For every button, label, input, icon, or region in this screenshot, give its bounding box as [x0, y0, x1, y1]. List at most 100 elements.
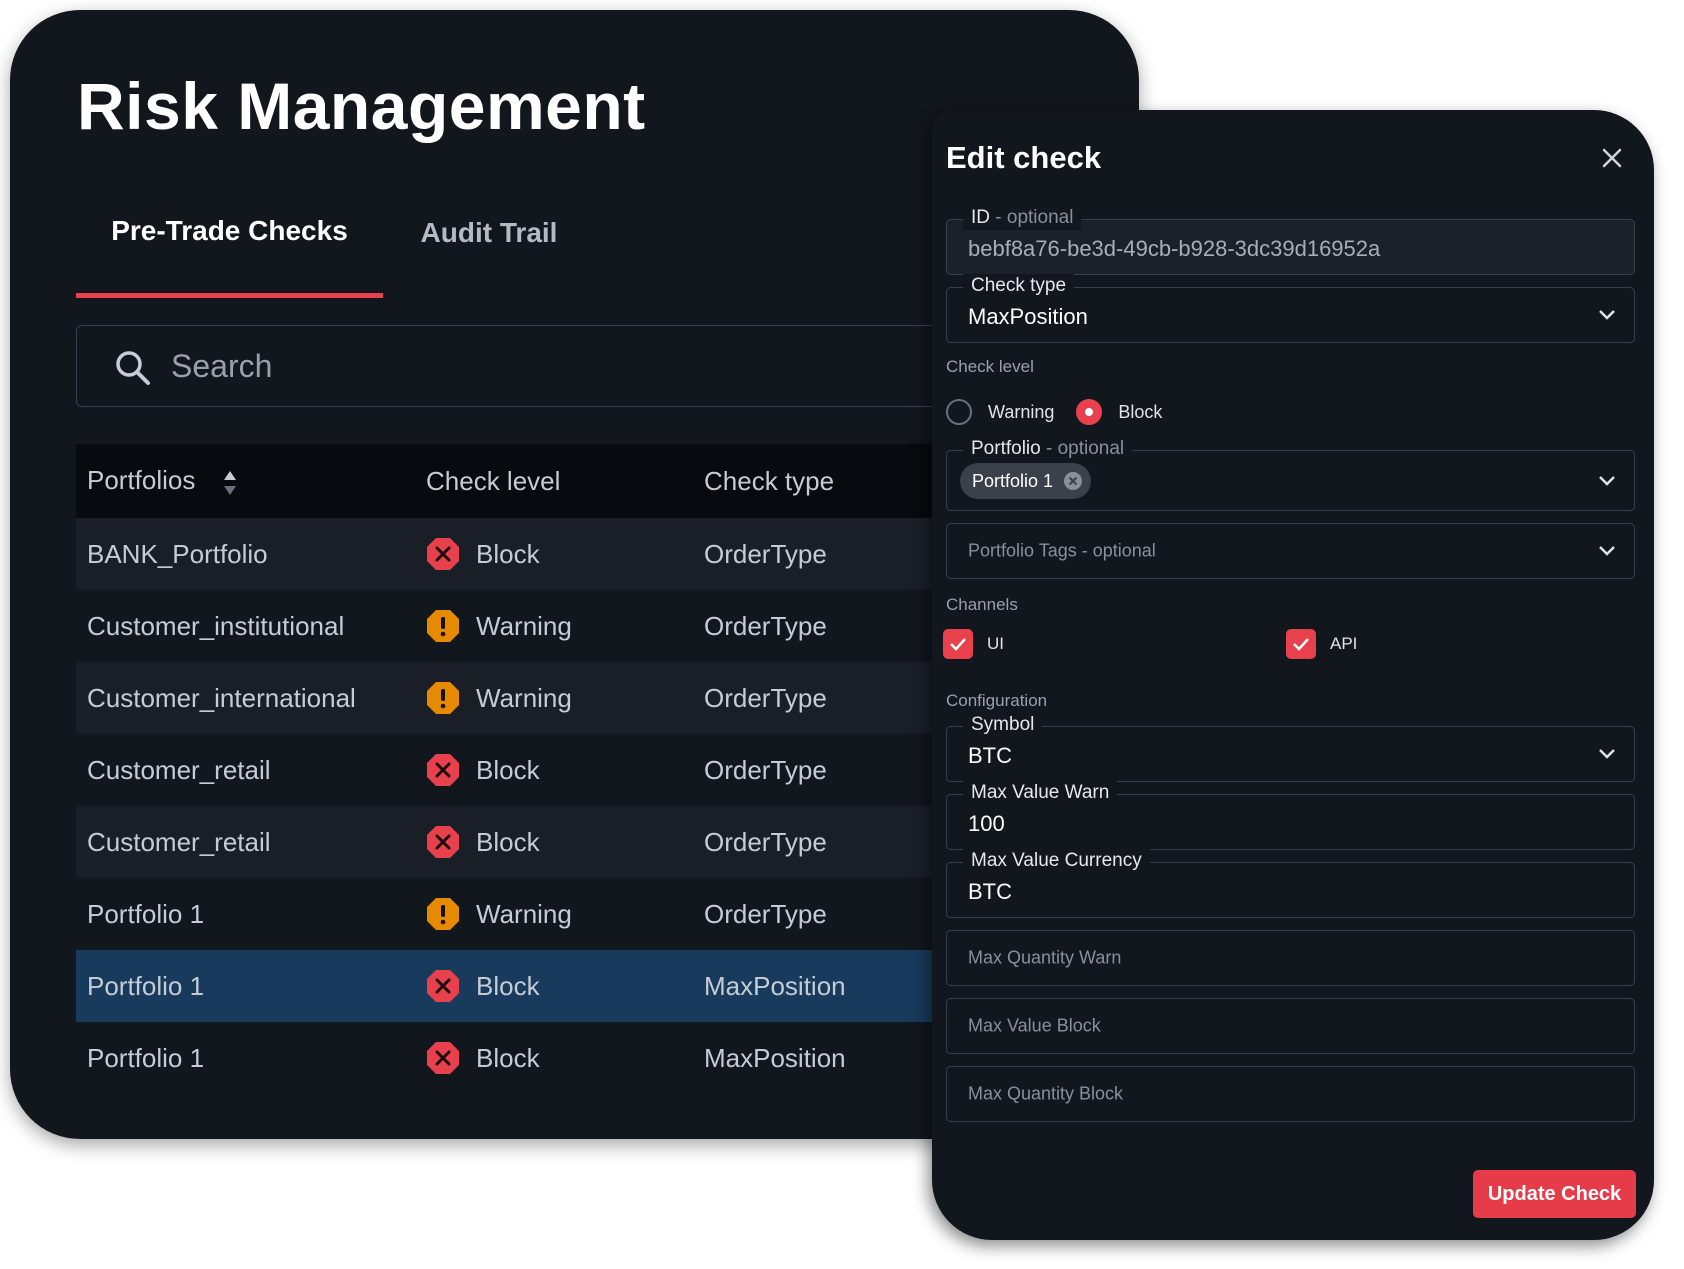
portfolio-tags-select[interactable]: Portfolio Tags - optional: [946, 523, 1635, 579]
cell-portfolio: Portfolio 1: [87, 1042, 205, 1073]
block-icon: [427, 754, 459, 786]
check-level-label: Check level: [946, 357, 1034, 376]
max-value-currency-field[interactable]: Max Value Currency BTC: [946, 849, 1635, 918]
max-value-currency-label: Max Value Currency: [963, 849, 1150, 873]
cell-portfolio: Customer_retail: [87, 754, 271, 785]
check-type-label: Check type: [963, 274, 1075, 298]
check-level-text: Block: [476, 1042, 540, 1073]
tab-bar: Pre-Trade Checks Audit Trail: [76, 200, 776, 298]
checkbox-checked: [1286, 629, 1316, 659]
chevron-down-icon: [1599, 749, 1615, 759]
warning-icon: [427, 898, 459, 930]
symbol-select[interactable]: Symbol BTC: [946, 713, 1635, 782]
check-level-text: Block: [476, 826, 540, 857]
header-check-type: Check type: [704, 465, 835, 496]
remove-chip-icon[interactable]: [1063, 471, 1083, 491]
checkbox-label: UI: [987, 634, 1004, 653]
radio-block[interactable]: Block: [1076, 399, 1162, 425]
cell-portfolio: Customer_retail: [87, 826, 271, 857]
checkmark-icon: [1293, 638, 1309, 651]
portfolio-tags-placeholder: Portfolio Tags - optional: [968, 540, 1156, 561]
search-icon: [116, 351, 150, 385]
checkbox-api[interactable]: API: [1286, 629, 1357, 659]
block-icon: [427, 1042, 459, 1074]
cell-check-level: Warning: [426, 609, 704, 643]
tab-audit-trail[interactable]: Audit Trail: [383, 200, 595, 298]
sort-icon[interactable]: [223, 469, 237, 497]
max-quantity-warn-field[interactable]: Max Quantity Warn: [946, 930, 1635, 986]
radio-warning[interactable]: Warning: [946, 399, 1054, 425]
cell-check-level: Warning: [426, 681, 704, 715]
check-level-text: Block: [476, 754, 540, 785]
max-quantity-warn-placeholder: Max Quantity Warn: [968, 947, 1122, 968]
channels-label: Channels: [946, 595, 1018, 614]
warning-icon: [427, 682, 459, 714]
portfolio-chip[interactable]: Portfolio 1: [960, 463, 1092, 499]
cell-check-level: Block: [426, 1041, 704, 1075]
checkbox-ui[interactable]: UI: [943, 629, 1004, 659]
block-icon: [427, 538, 459, 570]
cell-portfolio: Portfolio 1: [87, 970, 205, 1001]
symbol-value: BTC: [968, 743, 1012, 768]
cell-check-level: Block: [426, 537, 704, 571]
cell-check-level: Warning: [426, 897, 704, 931]
cell-portfolio: Customer_institutional: [87, 610, 345, 641]
cell-check-level: Block: [426, 825, 704, 859]
id-field-value: bebf8a76-be3d-49cb-b928-3dc39d16952a: [968, 236, 1381, 261]
max-quantity-block-placeholder: Max Quantity Block: [968, 1083, 1124, 1104]
edit-check-panel: Edit check ID - optional bebf8a76-be3d-4…: [932, 110, 1654, 1240]
check-level-text: Warning: [476, 610, 572, 641]
symbol-label: Symbol: [963, 713, 1043, 737]
check-level-text: Warning: [476, 682, 572, 713]
table-row[interactable]: Portfolio 1 Block MaxPosition: [76, 950, 1139, 1022]
id-field-label: ID - optional: [963, 206, 1082, 230]
block-icon: [427, 970, 459, 1002]
max-value-warn-label: Max Value Warn: [963, 781, 1118, 805]
chevron-down-icon: [1599, 310, 1615, 320]
cell-check-level: Block: [426, 753, 704, 787]
header-label: Portfolios: [87, 465, 196, 496]
close-icon[interactable]: [1601, 147, 1623, 169]
warning-icon: [427, 610, 459, 642]
checkbox-label: API: [1330, 634, 1358, 653]
portfolio-select[interactable]: Portfolio - optional Portfolio 1: [946, 437, 1635, 511]
tab-pre-trade-checks[interactable]: Pre-Trade Checks: [76, 200, 383, 298]
cell-check-level: Block: [426, 969, 704, 1003]
tab-label: Audit Trail: [420, 217, 558, 248]
panel-title: Edit check: [946, 140, 1102, 175]
chip-label: Portfolio 1: [972, 471, 1054, 491]
cell-check-type: OrderType: [704, 610, 827, 641]
checkmark-icon: [950, 638, 966, 651]
max-value-warn-field[interactable]: Max Value Warn 100: [946, 781, 1635, 850]
max-value-block-field[interactable]: Max Value Block: [946, 998, 1635, 1054]
update-check-button[interactable]: Update Check: [1473, 1170, 1636, 1218]
max-quantity-block-field[interactable]: Max Quantity Block: [946, 1066, 1635, 1122]
radio-circle: [946, 399, 972, 425]
check-level-text: Warning: [476, 898, 572, 929]
check-level-text: Block: [476, 970, 540, 1001]
id-field[interactable]: ID - optional bebf8a76-be3d-49cb-b928-3d…: [946, 206, 1635, 275]
cell-check-type: MaxPosition: [704, 970, 846, 1001]
checkbox-checked: [943, 629, 973, 659]
cell-check-type: OrderType: [704, 538, 827, 569]
search-input[interactable]: [171, 336, 1071, 396]
cell-check-type: OrderType: [704, 682, 827, 713]
chevron-down-icon: [1599, 475, 1615, 486]
cell-check-type: OrderType: [704, 826, 827, 857]
configuration-label: Configuration: [946, 691, 1048, 710]
cell-portfolio: Portfolio 1: [87, 898, 205, 929]
check-type-select[interactable]: Check type MaxPosition: [946, 274, 1635, 343]
page-title: Risk Management: [77, 69, 646, 143]
radio-label: Warning: [988, 401, 1055, 422]
cell-check-type: OrderType: [704, 754, 827, 785]
cell-check-type: OrderType: [704, 898, 827, 929]
tab-label: Pre-Trade Checks: [111, 214, 348, 246]
header-check-level: Check level: [426, 465, 561, 496]
max-value-currency-value: BTC: [968, 879, 1012, 904]
check-level-radio-group: Warning Block: [946, 394, 1184, 430]
header-portfolios[interactable]: Portfolios: [76, 465, 426, 496]
check-level-text: Block: [476, 538, 540, 569]
block-icon: [427, 826, 459, 858]
radio-circle-checked: [1076, 399, 1103, 425]
cell-portfolio: BANK_Portfolio: [87, 538, 268, 569]
